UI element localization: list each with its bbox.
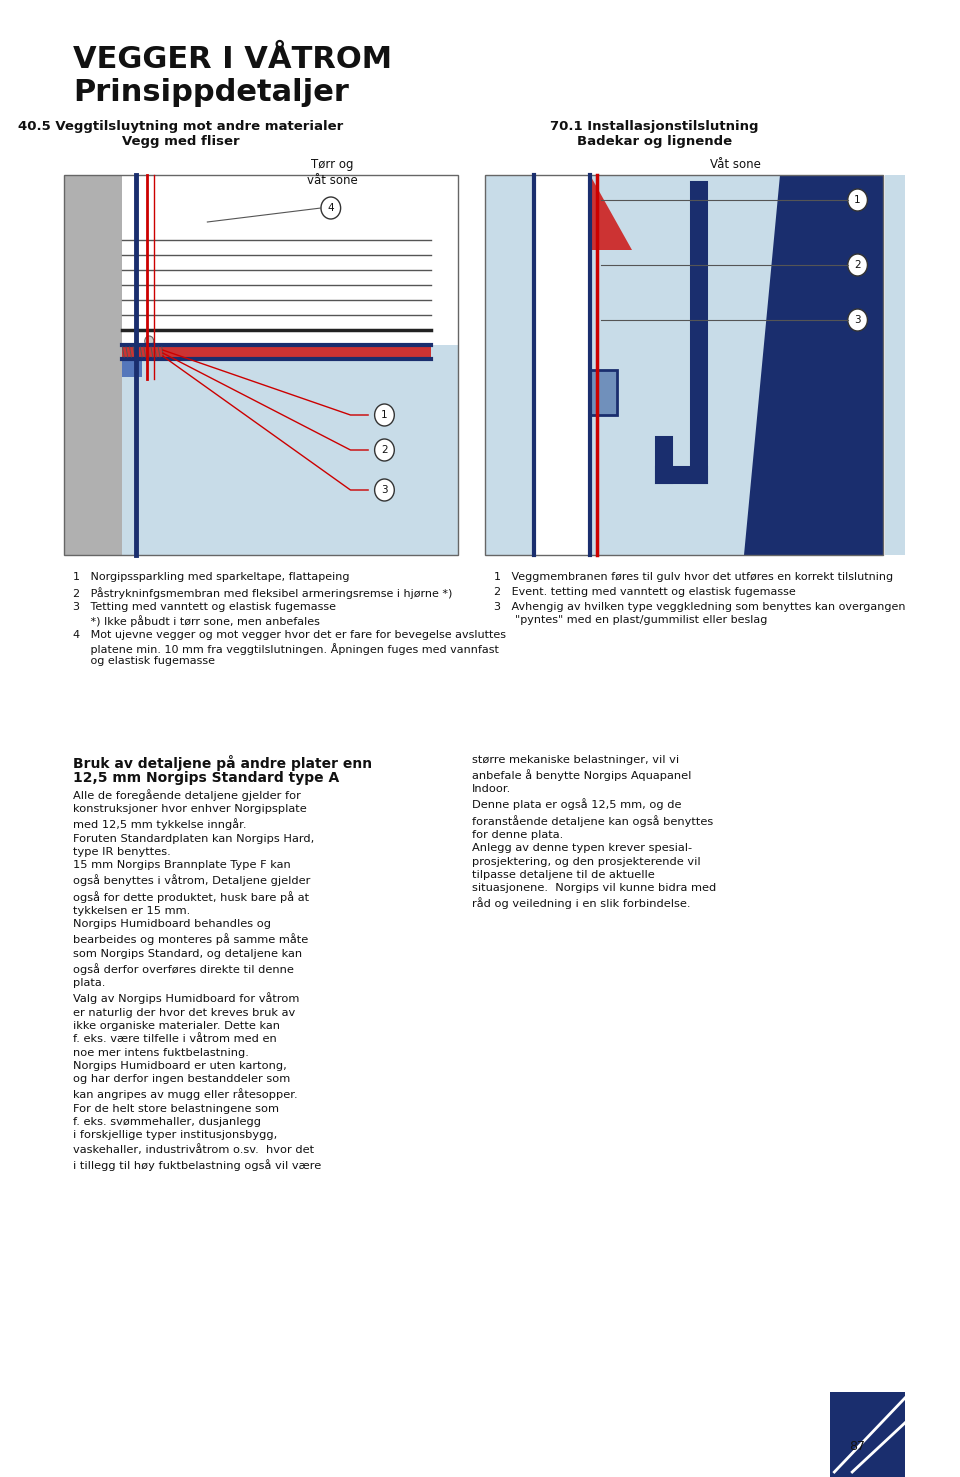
Text: Bruk av detaljene på andre plater enn: Bruk av detaljene på andre plater enn (73, 755, 372, 771)
Text: 12,5 mm Norgips Standard type A: 12,5 mm Norgips Standard type A (73, 771, 340, 784)
Bar (64, 174, 458, 555)
Text: 70.1 Installasjonstilslutning: 70.1 Installasjonstilslutning (550, 120, 758, 133)
Circle shape (374, 479, 395, 501)
Text: 3   Avhengig av hvilken type veggkledning som benyttes kan overgangen: 3 Avhengig av hvilken type veggkledning … (493, 603, 905, 611)
Text: 1   Veggmembranen føres til gulv hvor det utføres en korrekt tilslutning: 1 Veggmembranen føres til gulv hvor det … (493, 572, 893, 582)
Circle shape (848, 309, 868, 331)
Text: Alle de foregående detaljene gjelder for
konstruksjoner hvor enhver Norgipsplate: Alle de foregående detaljene gjelder for… (73, 789, 322, 1171)
Circle shape (848, 254, 868, 276)
Polygon shape (590, 174, 633, 250)
Text: 3: 3 (854, 315, 861, 325)
Circle shape (374, 439, 395, 461)
Text: 1: 1 (381, 411, 388, 419)
Text: 40.5 Veggtilsluytning mot andre materialer: 40.5 Veggtilsluytning mot andre material… (18, 120, 343, 133)
Bar (64, 174, 122, 555)
Text: Badekar og lignende: Badekar og lignende (577, 134, 732, 148)
Text: større mekaniske belastninger, vil vi
anbefale å benytte Norgips Aquapanel
Indoo: større mekaniske belastninger, vil vi an… (472, 755, 716, 910)
Text: 3   Tetting med vanntett og elastisk fugemasse: 3 Tetting med vanntett og elastisk fugem… (73, 603, 336, 611)
Bar (485, 174, 882, 555)
Text: Tørr og
våt sone: Tørr og våt sone (307, 158, 358, 188)
Bar (590, 371, 617, 415)
Circle shape (848, 189, 868, 211)
Text: Våt sone: Våt sone (709, 158, 760, 171)
Circle shape (374, 405, 395, 425)
Text: 1   Norgipssparkling med sparkeltape, flattapeing: 1 Norgipssparkling med sparkeltape, flat… (73, 572, 349, 582)
Text: 4: 4 (327, 202, 334, 213)
Text: 1: 1 (854, 195, 861, 205)
Text: 87: 87 (849, 1440, 865, 1453)
Bar (122, 346, 431, 359)
Text: 2: 2 (854, 260, 861, 270)
Text: 2   Event. tetting med vanntett og elastisk fugemasse: 2 Event. tetting med vanntett og elastis… (493, 586, 795, 597)
Polygon shape (744, 174, 882, 555)
Text: platene min. 10 mm fra veggtilslutningen. Åpningen fuges med vannfast: platene min. 10 mm fra veggtilslutningen… (73, 642, 499, 654)
Bar (534, 174, 592, 555)
Bar (122, 174, 458, 555)
Circle shape (145, 335, 154, 346)
Text: *) Ikke påbudt i tørr sone, men anbefales: *) Ikke påbudt i tørr sone, men anbefale… (73, 614, 320, 626)
Text: "pyntes" med en plast/gummilist eller beslag: "pyntes" med en plast/gummilist eller be… (493, 614, 767, 625)
Text: 2: 2 (381, 445, 388, 455)
Text: 4   Mot ujevne vegger og mot vegger hvor det er fare for bevegelse avsluttes: 4 Mot ujevne vegger og mot vegger hvor d… (73, 631, 506, 640)
Text: 3: 3 (381, 484, 388, 495)
Bar (885, 174, 905, 555)
Circle shape (321, 196, 341, 219)
Text: Vegg med fliser: Vegg med fliser (122, 134, 239, 148)
Bar (122, 174, 458, 346)
Text: VEGGER I VÅTROM: VEGGER I VÅTROM (73, 44, 393, 74)
Text: Prinsippdetaljer: Prinsippdetaljer (73, 78, 349, 106)
Text: og elastisk fugemasse: og elastisk fugemasse (73, 656, 215, 666)
Bar (829, 1391, 906, 1477)
Bar (122, 359, 142, 377)
Text: 2   Påstrykninfgsmembran med fleksibel armeringsremse i hjørne *): 2 Påstrykninfgsmembran med fleksibel arm… (73, 586, 452, 598)
Bar (485, 174, 882, 555)
